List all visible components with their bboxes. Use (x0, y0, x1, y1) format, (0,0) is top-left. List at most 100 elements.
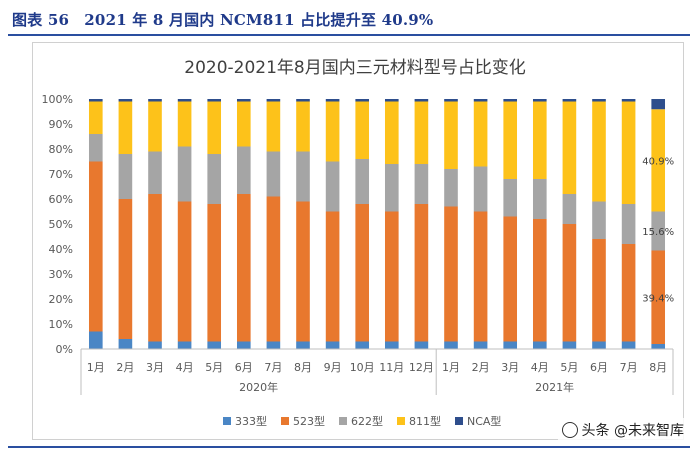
legend-swatch (455, 417, 463, 425)
x-tick-label: 4月 (531, 361, 549, 374)
bar-segment (296, 201, 310, 342)
bar-segment (592, 341, 606, 349)
y-axis: 0% 10% 20% 30% 40% 50% 60% 70% 80% 90% 100% (42, 93, 73, 356)
bar-segment (473, 211, 488, 342)
bar-segment (177, 201, 192, 342)
bar-segment (503, 101, 518, 179)
bar-segment (562, 224, 577, 342)
legend-label: 622型 (351, 414, 383, 428)
x-tick-label: 6月 (235, 361, 253, 374)
bar-segment (355, 101, 370, 159)
bar-segment (88, 99, 103, 102)
bar-segment (532, 101, 547, 179)
bar-segment (503, 216, 518, 342)
legend-label: 523型 (293, 414, 325, 428)
x-tick-label: 7月 (620, 361, 638, 374)
bar-segment (266, 101, 281, 152)
bar-segment (532, 341, 547, 349)
x-tick-label: 4月 (176, 361, 194, 374)
x-tick-label: 5月 (205, 361, 223, 374)
bar-segment (444, 206, 458, 342)
bar-segment (473, 99, 488, 102)
bar-segment (651, 250, 666, 344)
watermark-text: 头条 @未来智库 (581, 423, 684, 439)
x-tick-label: 12月 (409, 361, 434, 374)
y-tick-label: 10% (49, 318, 73, 331)
bar-segment (532, 219, 547, 342)
bar-segment (296, 151, 310, 202)
bar-segment (384, 164, 399, 212)
bar-segment (325, 211, 340, 342)
bar-segment (414, 164, 429, 204)
y-tick-label: 70% (49, 168, 73, 181)
bar-segment (384, 99, 399, 102)
bar-segment (148, 101, 162, 152)
bar-segment (444, 101, 458, 169)
y-tick-label: 100% (42, 93, 73, 106)
bar-segment (592, 101, 606, 202)
bar-segment (473, 101, 488, 167)
bar-segment (355, 159, 370, 204)
bar-segment (651, 109, 666, 212)
bar-segment (236, 99, 251, 102)
bar-segment (414, 99, 429, 102)
bar-segment (355, 341, 370, 349)
bar-segment (177, 146, 192, 202)
y-tick-label: 30% (49, 268, 73, 281)
data-label: 15.6% (642, 227, 674, 238)
bar-segment (266, 196, 281, 342)
bar-segment (325, 101, 340, 162)
y-tick-label: 40% (49, 243, 73, 256)
bar-segment (414, 204, 429, 342)
bar-segment (148, 194, 162, 342)
bar-segment (473, 341, 488, 349)
bar-segment (325, 99, 340, 102)
legend-label: 333型 (235, 414, 267, 428)
bar-segment (88, 101, 103, 134)
bar-segment (384, 211, 399, 342)
bar-segment (236, 341, 251, 349)
legend-swatch (339, 417, 347, 425)
bar-segment (118, 99, 133, 102)
y-tick-label: 0% (56, 343, 73, 356)
bar-segment (651, 211, 666, 251)
bar-segment (503, 99, 518, 102)
bar-segment (177, 341, 192, 349)
x-axis: 1月 2月 3月 4月 5月 6月 7月 8月 9月 10月 11月 12月 1月 2月 3月 4月 5月 6月 7… (80, 348, 674, 395)
bar-segment (562, 99, 577, 102)
bar-segment (384, 341, 399, 349)
legend-swatch (397, 417, 405, 425)
y-tick-label: 50% (49, 218, 73, 231)
bar-segment (207, 341, 222, 349)
data-labels: 40.9% 15.6% 39.4% (642, 156, 674, 304)
watermark-logo-icon (561, 422, 578, 438)
bar-segment (88, 161, 103, 332)
bar-segment (88, 331, 103, 349)
bar-segment (473, 166, 488, 212)
bar-segment (118, 101, 133, 154)
x-tick-label: 2月 (472, 361, 490, 374)
y-tick-label: 90% (49, 118, 73, 131)
chart-title: 2020-2021年8月国内三元材料型号占比变化 (184, 58, 525, 78)
y-tick-label: 20% (49, 293, 73, 306)
x-tick-label: 10月 (350, 361, 375, 374)
legend-swatch (223, 417, 231, 425)
legend-label: 811型 (409, 414, 441, 428)
data-label: 39.4% (642, 293, 674, 304)
bar-segment (296, 99, 310, 102)
bar-segment (532, 99, 547, 102)
bar-segment (207, 101, 222, 154)
bar-segment (325, 161, 340, 212)
bar-segment (355, 99, 370, 102)
group-label: 2020年 (239, 380, 278, 394)
bar-segment (148, 341, 162, 349)
bar-segment (414, 341, 429, 349)
stacked-bar-chart: 2020-2021年8月国内三元材料型号占比变化 0% 10% 20% 30% 40% 5… (42, 58, 675, 428)
bar-segment (296, 341, 310, 349)
bar-segment (177, 99, 192, 102)
bar-segment (503, 341, 518, 349)
y-tick-label: 60% (49, 193, 73, 206)
bar-segment (592, 201, 606, 239)
bar-segment (88, 134, 103, 162)
x-tick-label: 6月 (590, 361, 608, 374)
